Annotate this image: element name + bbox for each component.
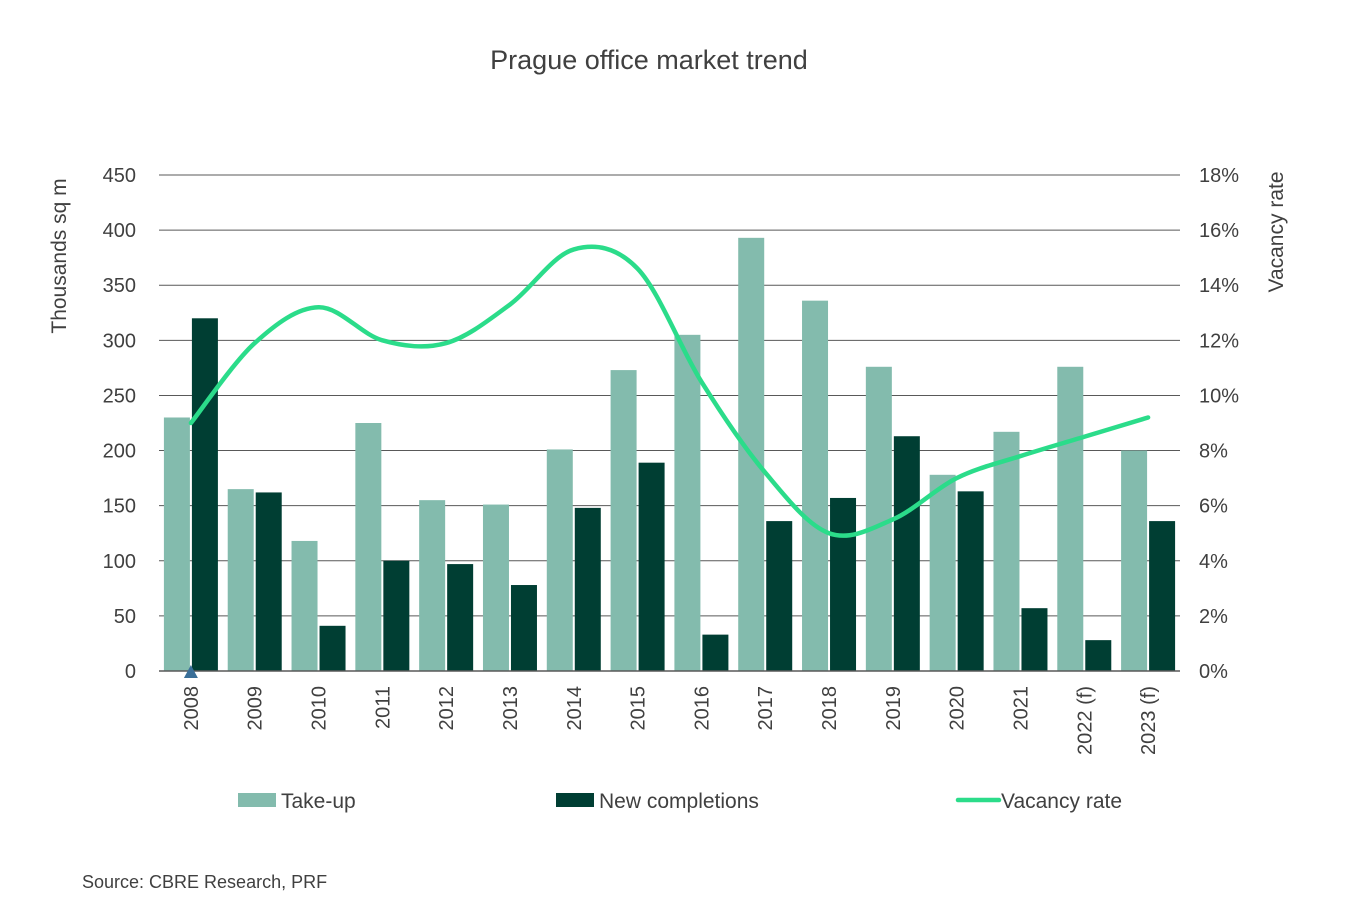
x-tick-label: 2012 bbox=[436, 686, 458, 731]
chart-title: Prague office market trend bbox=[490, 45, 808, 75]
y2-tick-label: 6% bbox=[1199, 496, 1228, 518]
x-tick-label: 2009 bbox=[245, 686, 267, 731]
legend-vacancy-rate: Vacancy rate bbox=[955, 790, 1122, 813]
legend-label: Take-up bbox=[281, 790, 356, 813]
new-completions-bar bbox=[255, 492, 282, 671]
y-tick-label: 100 bbox=[103, 551, 136, 573]
y2-tick-label: 0% bbox=[1199, 661, 1228, 683]
y-tick-label: 400 bbox=[103, 220, 136, 242]
x-tick-label: 2010 bbox=[309, 686, 331, 731]
x-tick-label: 2014 bbox=[564, 686, 586, 731]
new-completions-bar bbox=[510, 585, 537, 671]
y2-tick-label: 2% bbox=[1199, 606, 1228, 628]
take-up-bar bbox=[163, 417, 190, 671]
x-tick-label: 2008 bbox=[181, 686, 203, 731]
tick-labels: 0 50 100 150 200 250 300 350 400 450 0% 2% 4% 6% 8% 10%… bbox=[103, 165, 1240, 755]
take-up-bar bbox=[355, 423, 382, 671]
legend-swatch bbox=[556, 793, 594, 807]
take-up-bar bbox=[227, 489, 254, 671]
take-up-bar bbox=[865, 366, 892, 671]
new-completions-bar bbox=[574, 507, 601, 671]
y-tick-label: 450 bbox=[103, 165, 136, 187]
source-note: Source: CBRE Research, PRF bbox=[82, 872, 327, 892]
y2-tick-label: 12% bbox=[1199, 330, 1239, 352]
y2-tick-label: 14% bbox=[1199, 275, 1239, 297]
take-up-bar bbox=[419, 500, 446, 671]
gridlines bbox=[159, 174, 1180, 617]
take-up-bar bbox=[674, 334, 701, 671]
x-tick-label: 2023 (f) bbox=[1138, 686, 1160, 755]
y2-tick-label: 18% bbox=[1199, 165, 1239, 187]
new-completions-bar bbox=[191, 318, 218, 671]
y-tick-label: 200 bbox=[103, 441, 136, 463]
new-completions-bar bbox=[830, 497, 857, 671]
new-completions-bar bbox=[1021, 608, 1048, 671]
take-up-bar bbox=[929, 474, 956, 671]
x-tick-label: 2011 bbox=[372, 686, 394, 729]
triangle-marker-icon bbox=[183, 665, 198, 678]
vacancy-rate-line bbox=[188, 244, 1151, 538]
x-tick-label: 2016 bbox=[691, 686, 713, 731]
y-tick-label: 250 bbox=[103, 385, 136, 407]
y-tick-label: 0 bbox=[125, 661, 136, 683]
y2-axis-title: Vacancy rate bbox=[1265, 171, 1288, 292]
take-up-bar bbox=[291, 540, 318, 671]
y-axis-title: Thousands sq m bbox=[48, 178, 71, 333]
take-up-bar bbox=[1121, 450, 1148, 671]
new-completions-bar bbox=[893, 436, 920, 671]
x-tick-label: 2021 bbox=[1010, 686, 1032, 731]
new-completions-bar bbox=[702, 634, 729, 671]
legend-swatch bbox=[238, 793, 276, 807]
y-tick-label: 350 bbox=[103, 275, 136, 297]
new-completions-bar bbox=[447, 564, 474, 671]
new-completions-bar bbox=[766, 521, 793, 671]
take-up-bar bbox=[546, 449, 573, 671]
y-tick-label: 300 bbox=[103, 330, 136, 352]
y2-tick-label: 8% bbox=[1199, 441, 1228, 463]
take-up-bar bbox=[482, 504, 509, 671]
y2-tick-label: 4% bbox=[1199, 551, 1228, 573]
x-tick-label: 2013 bbox=[500, 686, 522, 731]
x-tick-label: 2019 bbox=[883, 686, 905, 731]
legend-take-up: Take-up bbox=[238, 790, 356, 813]
axes bbox=[159, 665, 1180, 678]
vacancy-line-layer bbox=[188, 244, 1151, 538]
x-tick-label: 2017 bbox=[755, 686, 777, 731]
x-tick-label: 2022 (f) bbox=[1074, 686, 1096, 755]
y2-tick-label: 10% bbox=[1199, 385, 1239, 407]
x-tick-label: 2015 bbox=[628, 686, 650, 731]
new-completions-bar bbox=[1085, 640, 1112, 671]
legend-new-completions: New completions bbox=[556, 790, 759, 813]
take-up-bar bbox=[802, 300, 829, 671]
y2-tick-label: 16% bbox=[1199, 220, 1239, 242]
y-tick-label: 150 bbox=[103, 496, 136, 518]
new-completions-bar bbox=[638, 462, 665, 671]
legend-label: New completions bbox=[599, 790, 759, 813]
new-completions-bar bbox=[319, 625, 346, 671]
take-up-bar bbox=[1057, 366, 1084, 671]
take-up-bar bbox=[610, 370, 637, 671]
bars bbox=[163, 237, 1176, 671]
new-completions-bar bbox=[383, 560, 410, 671]
new-completions-bar bbox=[1149, 521, 1176, 671]
take-up-bar bbox=[993, 431, 1020, 671]
x-tick-label: 2020 bbox=[947, 686, 969, 731]
x-tick-label: 2018 bbox=[819, 686, 841, 731]
y-tick-label: 50 bbox=[114, 606, 136, 628]
legend-label: Vacancy rate bbox=[1001, 790, 1122, 813]
legend: Take-up New completions Vacancy rate bbox=[238, 790, 1122, 813]
new-completions-bar bbox=[957, 491, 984, 671]
